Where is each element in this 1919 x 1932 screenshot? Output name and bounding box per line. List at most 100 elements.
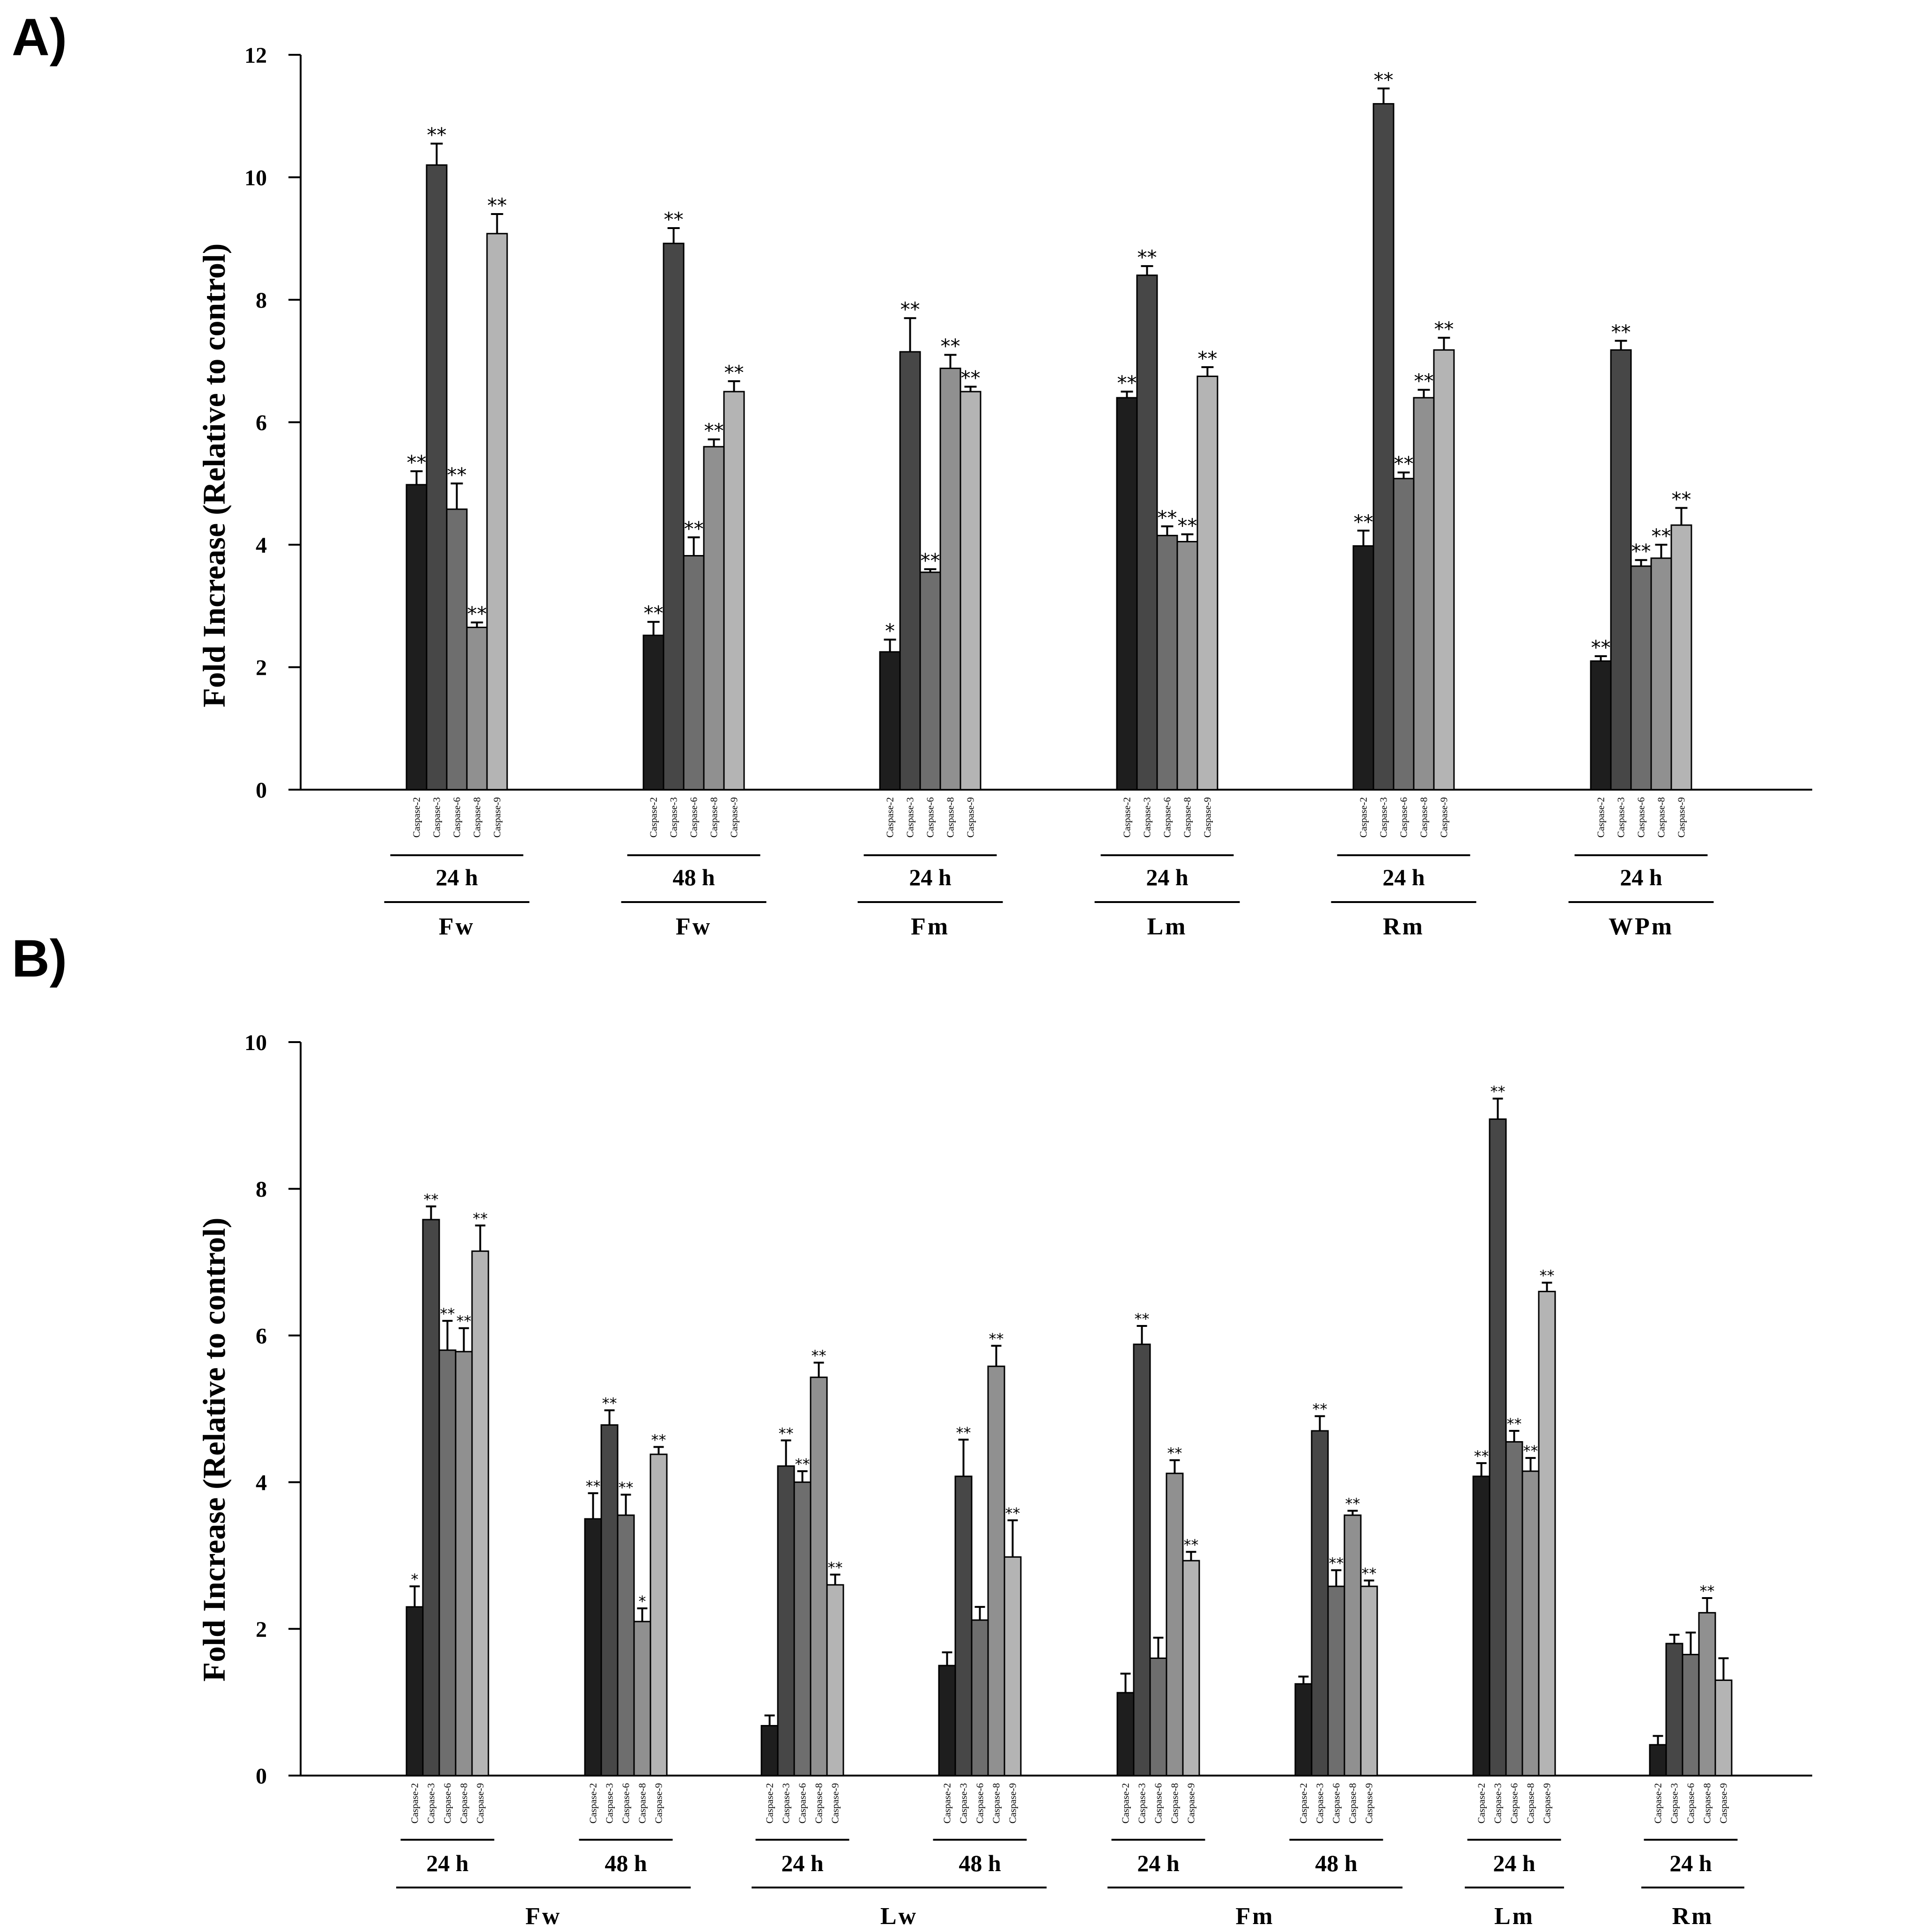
- category-label: Caspase-8: [1418, 797, 1430, 837]
- bar-caspase-2: [1352, 545, 1374, 791]
- bar-caspase-2: [938, 1665, 956, 1777]
- category-label: Caspase-6: [1685, 1783, 1697, 1823]
- significance-marker: **: [440, 1305, 455, 1323]
- category-label: Caspase-3: [1492, 1783, 1504, 1823]
- b-group-1: * Caspase-2 ** Caspase-3 ** Caspase-6 ** Caspas…: [400, 1191, 495, 1876]
- b-ytick-label: 8: [256, 1177, 267, 1202]
- category-label: Caspase-6: [1636, 797, 1647, 837]
- category-label: Caspase-8: [709, 797, 720, 837]
- category-label: Caspase-9: [653, 1783, 664, 1823]
- category-label: Caspase-3: [781, 1783, 792, 1823]
- bar-caspase-8: [466, 627, 488, 791]
- significance-marker: **: [1434, 318, 1454, 341]
- bar-caspase-2: [1649, 1744, 1667, 1777]
- b-ytick-label: 0: [256, 1764, 267, 1789]
- bar-caspase-3: [600, 1424, 619, 1777]
- bar-caspase-2: [584, 1518, 602, 1777]
- significance-marker: **: [1167, 1444, 1182, 1462]
- a-group-6: ** Caspase-2 ** Caspase-3 ** Caspase-6 ** Caspa…: [1568, 321, 1714, 940]
- tissue-label: Fw: [525, 1903, 561, 1930]
- category-label: Caspase-2: [764, 1783, 775, 1823]
- category-label: Caspase-9: [1676, 797, 1687, 837]
- time-label: 48 h: [1315, 1850, 1358, 1876]
- significance-marker: **: [664, 208, 684, 231]
- tissue-label: Fw: [676, 913, 712, 940]
- significance-marker: **: [644, 602, 664, 625]
- bar-caspase-2: [1590, 660, 1612, 791]
- significance-marker: **: [900, 298, 920, 321]
- category-label: Caspase-9: [830, 1783, 841, 1823]
- category-label: Caspase-2: [648, 797, 659, 837]
- category-label: Caspase-8: [1656, 797, 1667, 837]
- b-ytick-label: 2: [256, 1617, 267, 1642]
- bar-caspase-2: [642, 635, 664, 791]
- panel-b-ylabel: Fold Increase (Relative to control): [196, 1218, 232, 1682]
- time-label: 24 h: [781, 1850, 824, 1876]
- significance-marker: **: [1631, 540, 1651, 563]
- bar-caspase-3: [777, 1465, 795, 1777]
- time-label: 24 h: [1620, 864, 1662, 890]
- bar-caspase-3: [422, 1219, 440, 1777]
- category-label: Caspase-3: [958, 1783, 969, 1823]
- category-label: Caspase-6: [620, 1783, 632, 1823]
- a-ytick-label: 12: [244, 43, 267, 68]
- category-label: Caspase-3: [1314, 1783, 1326, 1823]
- b-group-5: Caspase-2 ** Caspase-3 Caspase-6 ** Caspase-8…: [1111, 1310, 1205, 1876]
- category-label: Caspase-2: [1120, 1783, 1131, 1823]
- significance-marker: **: [1523, 1442, 1538, 1460]
- bar-caspase-9: [471, 1250, 489, 1777]
- category-label: Caspase-3: [905, 797, 916, 837]
- significance-marker: **: [1184, 1536, 1199, 1554]
- b-group-8: Caspase-2 Caspase-3 Caspase-6 ** Caspase-8 Ca…: [1644, 1582, 1738, 1876]
- category-label: Caspase-8: [1182, 797, 1193, 837]
- significance-marker: **: [1005, 1504, 1020, 1522]
- bar-caspase-3: [954, 1475, 973, 1777]
- category-label: Caspase-2: [1298, 1783, 1309, 1823]
- bar-caspase-6: [919, 571, 941, 791]
- time-label: 48 h: [605, 1850, 647, 1876]
- bar-caspase-9: [486, 233, 508, 791]
- b-ytick-label: 6: [256, 1324, 267, 1348]
- category-label: Caspase-2: [885, 797, 896, 837]
- bar-caspase-2: [1294, 1683, 1313, 1777]
- category-label: Caspase-6: [442, 1783, 453, 1823]
- bar-caspase-3: [1373, 103, 1395, 791]
- tissue-label: WPm: [1609, 913, 1674, 940]
- bar-caspase-9: [1433, 349, 1455, 791]
- category-label: Caspase-9: [729, 797, 740, 837]
- bar-caspase-8: [1176, 540, 1198, 791]
- significance-marker: **: [1700, 1582, 1715, 1600]
- significance-marker: **: [1117, 371, 1137, 394]
- time-label: 24 h: [1146, 864, 1188, 890]
- significance-marker: **: [1345, 1495, 1360, 1513]
- category-label: Caspase-8: [813, 1783, 825, 1823]
- significance-marker: **: [1394, 452, 1414, 475]
- tissue-label: Fm: [911, 913, 950, 940]
- a-ytick-label: 0: [256, 778, 267, 803]
- bar-caspase-8: [455, 1351, 473, 1777]
- a-group-4: ** Caspase-2 ** Caspase-3 ** Caspase-6 ** Caspa…: [1094, 246, 1240, 940]
- time-label: 24 h: [435, 864, 478, 890]
- bar-caspase-6: [971, 1619, 989, 1777]
- bar-caspase-9: [1538, 1290, 1556, 1777]
- b-group-2: ** Caspase-2 ** Caspase-3 ** Caspase-6 * Caspas…: [579, 1394, 673, 1876]
- category-label: Caspase-3: [1669, 1783, 1680, 1823]
- a-ytick-label: 4: [256, 533, 267, 558]
- category-label: Caspase-8: [1525, 1783, 1536, 1823]
- bar-caspase-6: [438, 1349, 457, 1777]
- significance-marker: **: [1137, 246, 1157, 269]
- b-group-7: ** Caspase-2 ** Caspase-3 ** Caspase-6 ** Caspa…: [1467, 1083, 1561, 1876]
- significance-marker: **: [602, 1394, 617, 1412]
- bar-caspase-6: [1149, 1657, 1167, 1777]
- category-label: Caspase-8: [458, 1783, 470, 1823]
- significance-marker: **: [795, 1455, 810, 1473]
- bar-caspase-6: [617, 1514, 635, 1777]
- significance-marker: **: [487, 194, 507, 217]
- time-label: 24 h: [1382, 864, 1425, 890]
- b-group-3: Caspase-2 ** Caspase-3 ** Caspase-6 ** Caspase…: [755, 1347, 849, 1876]
- bar-caspase-8: [810, 1377, 828, 1777]
- bar-caspase-6: [793, 1481, 812, 1777]
- significance-marker: **: [1178, 514, 1197, 537]
- bar-caspase-9: [1670, 524, 1692, 791]
- category-label: Caspase-2: [588, 1783, 599, 1823]
